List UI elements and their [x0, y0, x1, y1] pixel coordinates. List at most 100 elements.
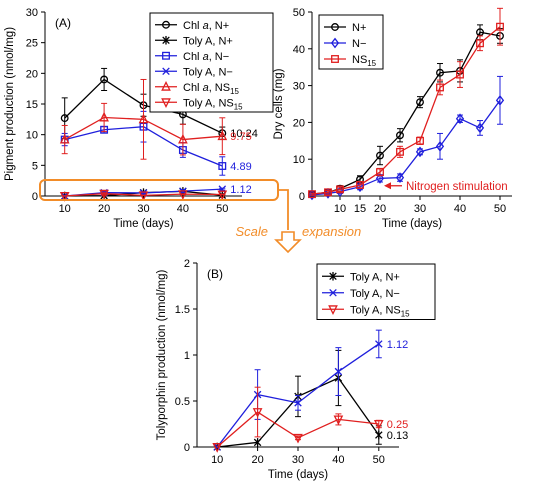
legend-box: [149, 12, 274, 113]
legend-label-part: Toly A, N+: [350, 271, 400, 283]
data-point: [212, 443, 223, 453]
marker-shape: [59, 192, 70, 202]
marker-shape: [436, 83, 444, 92]
data-point: [376, 151, 384, 160]
data-point: [416, 98, 424, 107]
chart-panel-c: 10 15 20 30 40 50 0 10 20 30 40 50 Time (days) Dry ce…: [273, 7, 512, 230]
legend-label-part: a: [203, 82, 209, 94]
legend-item: Chl a, NS15: [155, 80, 239, 96]
marker-shape: [330, 37, 340, 49]
y-tick-label: 1: [184, 350, 190, 362]
marker-shape: [162, 20, 170, 29]
y-axis-title: Pigment production (nmol/mg): [4, 27, 16, 181]
legend-marker: [331, 23, 339, 31]
y-tick-label: 40: [293, 44, 305, 56]
data-point: [396, 131, 404, 140]
x-tick-label: 40: [454, 203, 466, 215]
panel-label: (B): [207, 267, 223, 281]
legend-item: N−: [324, 37, 366, 50]
marker-shape: [212, 443, 223, 453]
data-point: [99, 189, 109, 200]
data-label: 0.13: [387, 430, 408, 442]
legend-marker: [162, 51, 170, 60]
legend-label-part: Chl: [183, 51, 203, 63]
legend-marker: [162, 35, 170, 45]
data-point: [436, 68, 444, 77]
data-point: [336, 185, 344, 194]
marker-shape: [252, 408, 263, 418]
legend-label-part: 15: [234, 102, 243, 111]
y-tick-label: 20: [293, 117, 305, 129]
legend-marker: [161, 98, 171, 109]
marker-shape: [331, 23, 339, 31]
scale-label: Scale: [235, 224, 268, 239]
legend-item: Toly A, N−: [155, 66, 233, 78]
y-tick-label: 30: [26, 7, 38, 19]
marker-shape: [162, 67, 170, 76]
legend-label-part: N+: [352, 22, 366, 34]
data-point: [435, 140, 445, 152]
annotation-label: Nitrogen stimulation: [406, 181, 508, 193]
y-tick-label: 20: [26, 68, 38, 80]
marker-shape: [416, 98, 424, 107]
data-point: [375, 430, 383, 440]
marker-shape: [396, 147, 404, 156]
marker-shape: [138, 113, 149, 124]
data-point: [59, 192, 70, 202]
chart-panel-b: 10 20 30 40 50 0 0.5 1 1.5 2 Time (days) Tolyporphi…: [156, 258, 436, 481]
scale-expansion-arrow: [274, 231, 302, 254]
annotation-arrow-head: [384, 182, 391, 190]
x-axis-title: Time (days): [113, 218, 173, 230]
marker-shape: [331, 55, 339, 63]
legend-label-part: a: [203, 20, 209, 32]
expansion-label: expansion: [302, 224, 361, 239]
legend-label-part: Chl: [183, 20, 203, 32]
legend-item: Toly A, N+: [155, 35, 233, 47]
x-tick-label: 30: [292, 454, 304, 466]
data-point: [456, 70, 464, 79]
x-tick-label: 10: [211, 454, 223, 466]
marker-shape: [356, 181, 364, 189]
data-point: [415, 146, 425, 158]
y-tick-label: 0: [184, 442, 190, 454]
legend: Toly A, N+ Toly A, N− Toly A, NS15: [316, 263, 436, 320]
marker-shape: [415, 146, 425, 158]
data-label: 1.12: [230, 184, 251, 196]
marker-shape: [328, 305, 338, 316]
legend-label: Chl a, N−: [183, 51, 229, 63]
legend-label-part: Toly A, NS: [183, 97, 234, 109]
data-point: [475, 122, 485, 134]
data-point: [218, 162, 227, 170]
marker-shape: [99, 189, 109, 200]
legend-label: N+: [352, 22, 366, 34]
x-tick-label: 40: [177, 203, 189, 215]
data-point: [99, 111, 109, 122]
data-point: [217, 130, 228, 141]
legend-label: Toly A, N+: [350, 271, 400, 283]
legend-marker: [328, 305, 338, 316]
x-tick-label: 30: [414, 203, 426, 215]
marker-shape: [294, 399, 302, 407]
legend-label-part: , NS: [209, 82, 230, 94]
marker-shape: [496, 22, 504, 31]
y-tick-label: 5: [32, 160, 38, 172]
panel-label: (A): [55, 16, 71, 30]
marker-shape: [396, 131, 404, 140]
legend-label-part: 15: [401, 309, 410, 318]
legend-label-part: Toly A, NS: [350, 304, 401, 316]
marker-shape: [161, 98, 171, 109]
marker-shape: [217, 130, 228, 141]
marker-shape: [162, 51, 170, 60]
legend-marker: [330, 37, 340, 49]
y-tick-label: 1.5: [175, 304, 190, 316]
x-tick-label: 20: [98, 203, 110, 215]
y-tick-label: 10: [26, 130, 38, 142]
x-tick-label: 30: [137, 203, 149, 215]
legend-label: Chl a, N+: [183, 20, 229, 32]
legend-marker: [161, 80, 171, 91]
data-label: 4.89: [230, 161, 251, 173]
data-point: [178, 133, 188, 144]
x-tick-label: 15: [354, 203, 366, 215]
legend-label: Toly A, NS15: [183, 97, 243, 111]
legend-item: Chl a, N+: [155, 20, 229, 32]
